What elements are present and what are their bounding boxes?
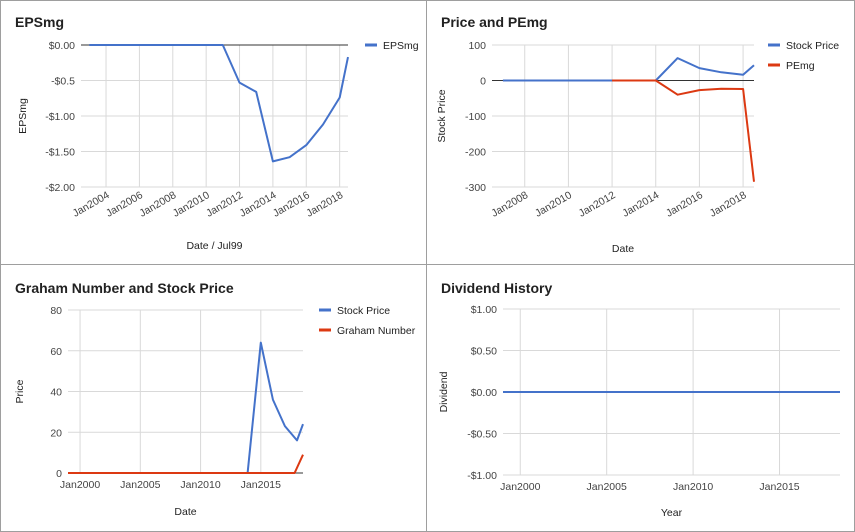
dividend-x-tick-label: Jan2005 xyxy=(587,481,627,493)
graham-x-tick-label: Jan2000 xyxy=(60,479,100,491)
price-pe-y-tick-label: -200 xyxy=(465,147,486,159)
price-pe-x-tick-label: Jan2008 xyxy=(489,189,530,220)
graham-y-axis-label: Price xyxy=(14,379,26,403)
dividend-x-tick-label: Jan2000 xyxy=(500,481,540,493)
graham-x-axis-label: Date xyxy=(174,506,196,518)
price-pe-y-tick-label: -100 xyxy=(465,111,486,123)
dividend-y-tick-label: $0.00 xyxy=(471,387,497,399)
eps-x-tick-label: Jan2014 xyxy=(238,189,279,220)
eps-x-tick-label: Jan2008 xyxy=(137,189,178,220)
price-pe-x-axis-label: Date xyxy=(612,243,634,255)
graham-title: Graham Number and Stock Price xyxy=(15,280,234,296)
dividend-x-tick-label: Jan2015 xyxy=(759,481,799,493)
eps-y-tick-label: -$0.5 xyxy=(51,76,75,88)
price-pe-title: Price and PEmg xyxy=(441,14,548,30)
graham-legend-stock-price-label: Stock Price xyxy=(337,305,390,317)
eps-x-axis-label: Date / Jul99 xyxy=(186,240,242,252)
dividend-y-tick-label: $0.50 xyxy=(471,346,497,358)
price-pe-stock-price-line xyxy=(502,57,755,82)
price-pe-legend-pemg-label: PEmg xyxy=(786,60,815,72)
graham-y-tick-label: 20 xyxy=(50,427,62,439)
eps-y-tick-label: -$1.00 xyxy=(45,111,75,123)
eps-chart: EPSmg $0.00 -$0.5 -$1.00 -$1.50 -$2.00Jan2004… xyxy=(15,14,419,252)
eps-x-tick-label: Jan2018 xyxy=(304,189,345,220)
eps-y-axis-label: EPSmg xyxy=(17,98,29,134)
eps-x-tick-label: Jan2012 xyxy=(204,189,245,220)
eps-epsmg-line xyxy=(89,44,349,163)
price-pe-x-tick-label: Jan2016 xyxy=(664,189,705,220)
eps-x-tick-label: Jan2004 xyxy=(71,189,112,220)
dividend-y-tick-label: $1.00 xyxy=(471,304,497,316)
price-pe-x-tick-label: Jan2018 xyxy=(708,189,749,220)
eps-x-tick-label: Jan2010 xyxy=(171,189,212,220)
graham-x-tick-label: Jan2015 xyxy=(241,479,281,491)
graham-x-tick-label: Jan2010 xyxy=(180,479,220,491)
eps-y-tick-label: -$2.00 xyxy=(45,182,75,194)
eps-y-tick-label: $0.00 xyxy=(49,40,75,52)
price-pe-y-tick-label: 100 xyxy=(468,40,486,52)
dividend-y-axis-label: Dividend xyxy=(438,371,450,412)
graham-legend-graham-number-label: Graham Number xyxy=(337,325,416,337)
eps-x-tick-label: Jan2006 xyxy=(104,189,145,220)
dividend-x-tick-label: Jan2010 xyxy=(673,481,713,493)
price-pe-legend-stock-price-label: Stock Price xyxy=(786,40,839,52)
dividend-x-axis-label: Year xyxy=(661,507,683,519)
price-pe-y-tick-label: -300 xyxy=(465,182,486,194)
graham-y-tick-label: 40 xyxy=(50,387,62,399)
price-pe-pemg-line xyxy=(612,79,755,182)
graham-graham-number-line xyxy=(68,454,304,474)
eps-legend-epsmg-label: EPSmg xyxy=(383,40,419,52)
price-pe-y-tick-label: 0 xyxy=(480,76,486,88)
price-pe-chart-panel: Price and PEmg 100 0 -100 -200 -300 Jan2008 Jan… xyxy=(426,0,855,266)
graham-chart: Graham Number and Stock Price806040200Ja… xyxy=(14,280,416,518)
eps-chart-panel: EPSmg $0.00 -$0.5 -$1.00 -$1.50 -$2.00 Jan2004… xyxy=(0,0,428,266)
eps-title: EPSmg xyxy=(15,14,64,30)
graham-x-tick-label: Jan2005 xyxy=(120,479,160,491)
dividend-title: Dividend History xyxy=(441,280,552,296)
dividend-chart-panel: Dividend History $1.00 $0.50 $0.00 -$0.50 -$1… xyxy=(426,264,855,532)
dividend-y-tick-label: -$1.00 xyxy=(467,470,497,482)
graham-chart-panel: Graham Number and Stock Price 80 60 40 20 0 Ja… xyxy=(0,264,428,532)
price-pe-x-tick-label: Jan2010 xyxy=(533,189,574,220)
graham-y-tick-label: 60 xyxy=(50,346,62,358)
price-pe-x-tick-label: Jan2012 xyxy=(577,189,618,220)
graham-y-tick-label: 80 xyxy=(50,305,62,317)
graham-y-tick-label: 0 xyxy=(56,468,62,480)
dividend-chart: Dividend History $1.00 $0.50 $0.00 -$0.50 -$1… xyxy=(438,280,840,519)
eps-y-tick-label: -$1.50 xyxy=(45,147,75,159)
price-pe-y-axis-label: Stock Price xyxy=(436,89,448,142)
price-pe-x-tick-label: Jan2014 xyxy=(620,189,661,220)
graham-stock-price-line xyxy=(68,341,304,474)
eps-x-tick-label: Jan2016 xyxy=(271,189,312,220)
dividend-y-tick-label: -$0.50 xyxy=(467,429,497,441)
